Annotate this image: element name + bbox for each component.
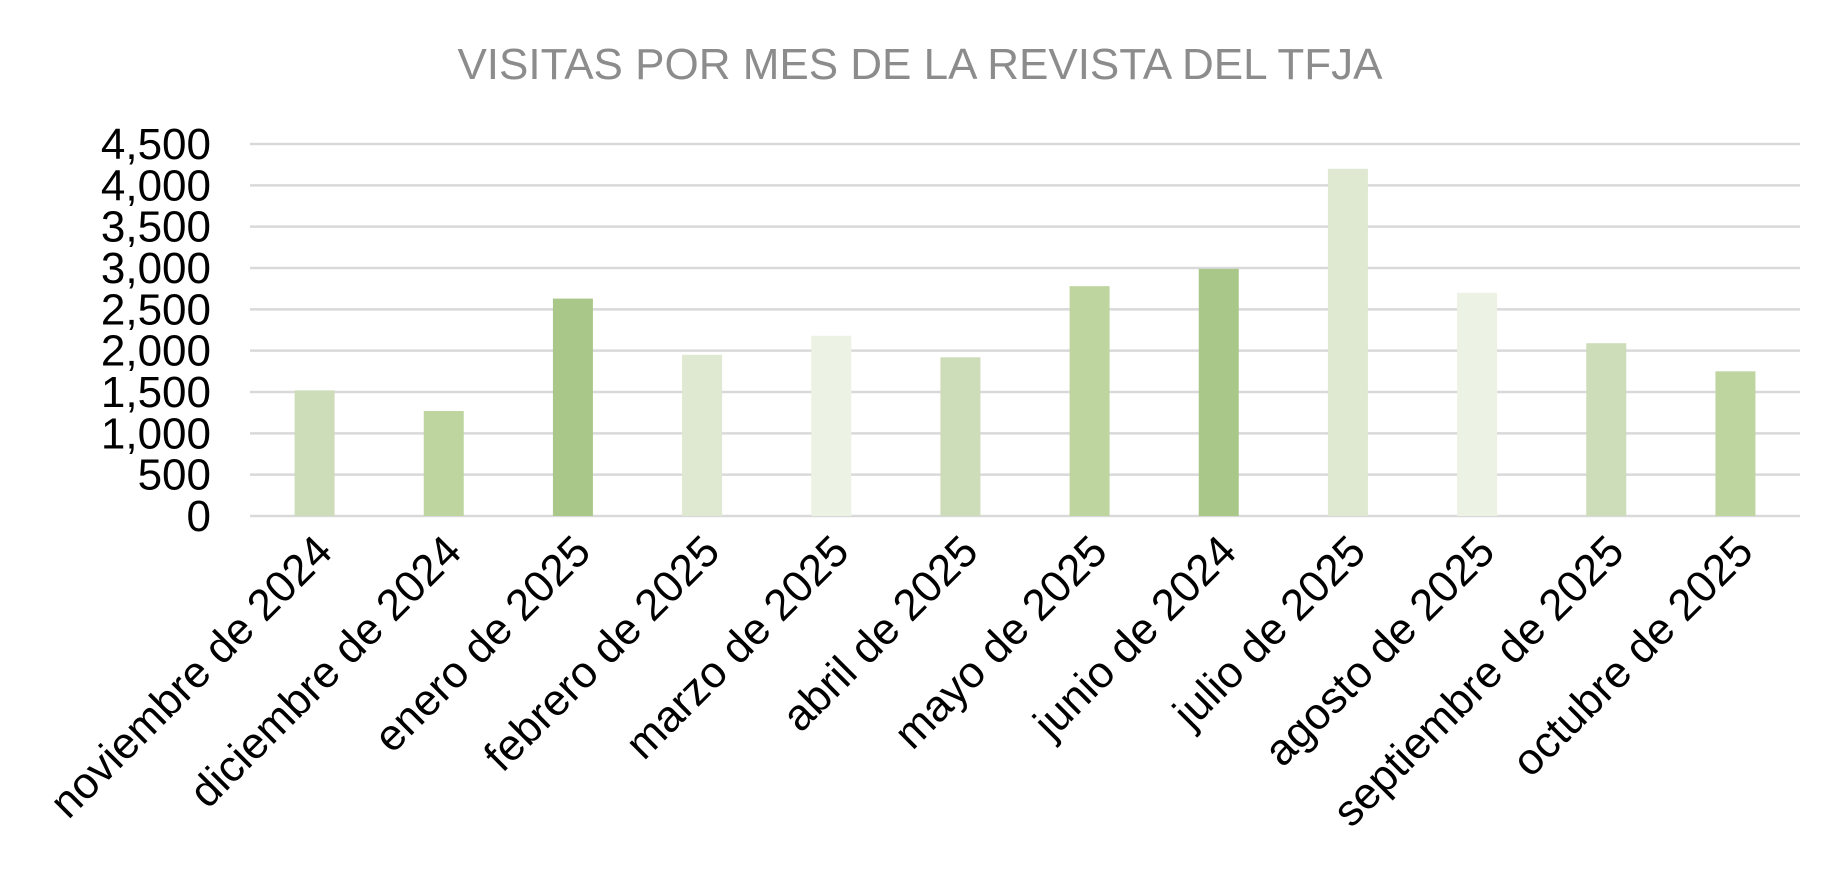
x-tick-label: agosto de 2025	[1255, 526, 1504, 775]
bar	[1586, 343, 1627, 516]
bar	[423, 411, 464, 516]
y-tick-label: 1,000	[101, 409, 211, 458]
bar	[1198, 268, 1239, 516]
gridlines	[250, 142, 1800, 518]
x-tick-label: octubre de 2025	[1503, 526, 1763, 786]
y-tick-label: 4,000	[101, 161, 211, 210]
y-tick-label: 3,000	[101, 244, 211, 293]
x-tick-label: marzo de 2025	[616, 526, 858, 768]
bar	[940, 357, 981, 516]
y-tick-label: 1,500	[101, 368, 211, 417]
bars	[294, 168, 1756, 517]
y-tick-label: 4,500	[101, 120, 211, 169]
y-tick-label: 500	[138, 451, 211, 500]
bar	[294, 390, 335, 516]
y-tick-label: 0	[187, 492, 211, 541]
y-tick-label: 3,500	[101, 203, 211, 252]
y-tick-label: 2,000	[101, 327, 211, 376]
bar	[552, 298, 593, 516]
chart-title: VISITAS POR MES DE LA REVISTA DEL TFJA	[457, 40, 1383, 89]
y-tick-label: 2,500	[101, 285, 211, 334]
x-tick-label: febrero de 2025	[475, 526, 729, 780]
bar	[1327, 168, 1368, 517]
bar	[682, 354, 723, 516]
bar	[1715, 371, 1756, 516]
bar	[1069, 286, 1110, 516]
bar	[811, 335, 852, 516]
bar	[1457, 292, 1498, 516]
y-axis-tick-labels: 05001,0001,5002,0002,5003,0003,5004,0004…	[101, 120, 211, 541]
